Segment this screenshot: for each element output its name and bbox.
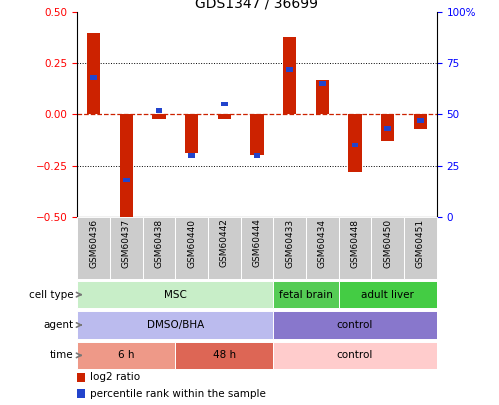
Text: percentile rank within the sample: percentile rank within the sample <box>90 389 266 399</box>
Bar <box>208 217 241 279</box>
Bar <box>156 108 162 113</box>
Text: GSM60437: GSM60437 <box>122 219 131 268</box>
Bar <box>143 217 175 279</box>
Text: MSC: MSC <box>164 290 187 300</box>
Bar <box>221 102 228 107</box>
Bar <box>348 115 361 172</box>
Text: 48 h: 48 h <box>213 350 236 360</box>
Text: agent: agent <box>43 320 74 330</box>
Text: GSM60433: GSM60433 <box>285 219 294 268</box>
Bar <box>77 389 85 399</box>
Text: GSM60434: GSM60434 <box>318 219 327 268</box>
Bar <box>273 311 437 339</box>
Bar <box>273 342 437 369</box>
Text: time: time <box>50 350 74 360</box>
Bar <box>339 281 437 308</box>
Bar <box>417 118 424 123</box>
Text: log2 ratio: log2 ratio <box>90 372 140 382</box>
Bar <box>273 281 339 308</box>
Text: GSM60448: GSM60448 <box>350 219 359 268</box>
Bar <box>283 37 296 115</box>
Bar <box>77 311 273 339</box>
Bar <box>339 217 371 279</box>
Text: cell type: cell type <box>29 290 74 300</box>
Text: GSM60438: GSM60438 <box>155 219 164 268</box>
Text: fetal brain: fetal brain <box>279 290 333 300</box>
Text: GSM60440: GSM60440 <box>187 219 196 268</box>
Bar <box>273 217 306 279</box>
Bar <box>319 81 325 86</box>
Bar <box>286 67 293 72</box>
Text: GSM60450: GSM60450 <box>383 219 392 268</box>
Bar <box>404 217 437 279</box>
Bar <box>189 153 195 158</box>
Bar <box>120 115 133 217</box>
Bar <box>253 153 260 158</box>
Bar <box>77 217 110 279</box>
Bar <box>371 217 404 279</box>
Bar <box>123 178 130 182</box>
Text: GSM60444: GSM60444 <box>252 219 261 267</box>
Bar <box>241 217 273 279</box>
Text: control: control <box>337 320 373 330</box>
Bar <box>77 281 273 308</box>
Bar <box>250 115 263 156</box>
Bar <box>218 115 231 119</box>
Bar <box>77 342 175 369</box>
Text: DMSO/BHA: DMSO/BHA <box>147 320 204 330</box>
Bar <box>153 115 166 119</box>
Bar <box>175 217 208 279</box>
Bar <box>381 115 394 141</box>
Bar <box>414 115 427 129</box>
Bar <box>77 373 85 382</box>
Text: GSM60442: GSM60442 <box>220 219 229 267</box>
Bar <box>306 217 339 279</box>
Bar <box>87 33 100 115</box>
Bar <box>352 143 358 147</box>
Text: control: control <box>337 350 373 360</box>
Bar <box>185 115 198 153</box>
Bar <box>110 217 143 279</box>
Bar <box>90 75 97 80</box>
Title: GDS1347 / 36699: GDS1347 / 36699 <box>196 0 318 11</box>
Text: GSM60436: GSM60436 <box>89 219 98 268</box>
Text: adult liver: adult liver <box>361 290 414 300</box>
Bar <box>384 126 391 131</box>
Text: 6 h: 6 h <box>118 350 135 360</box>
Text: GSM60451: GSM60451 <box>416 219 425 268</box>
Bar <box>316 80 329 115</box>
Bar <box>175 342 273 369</box>
